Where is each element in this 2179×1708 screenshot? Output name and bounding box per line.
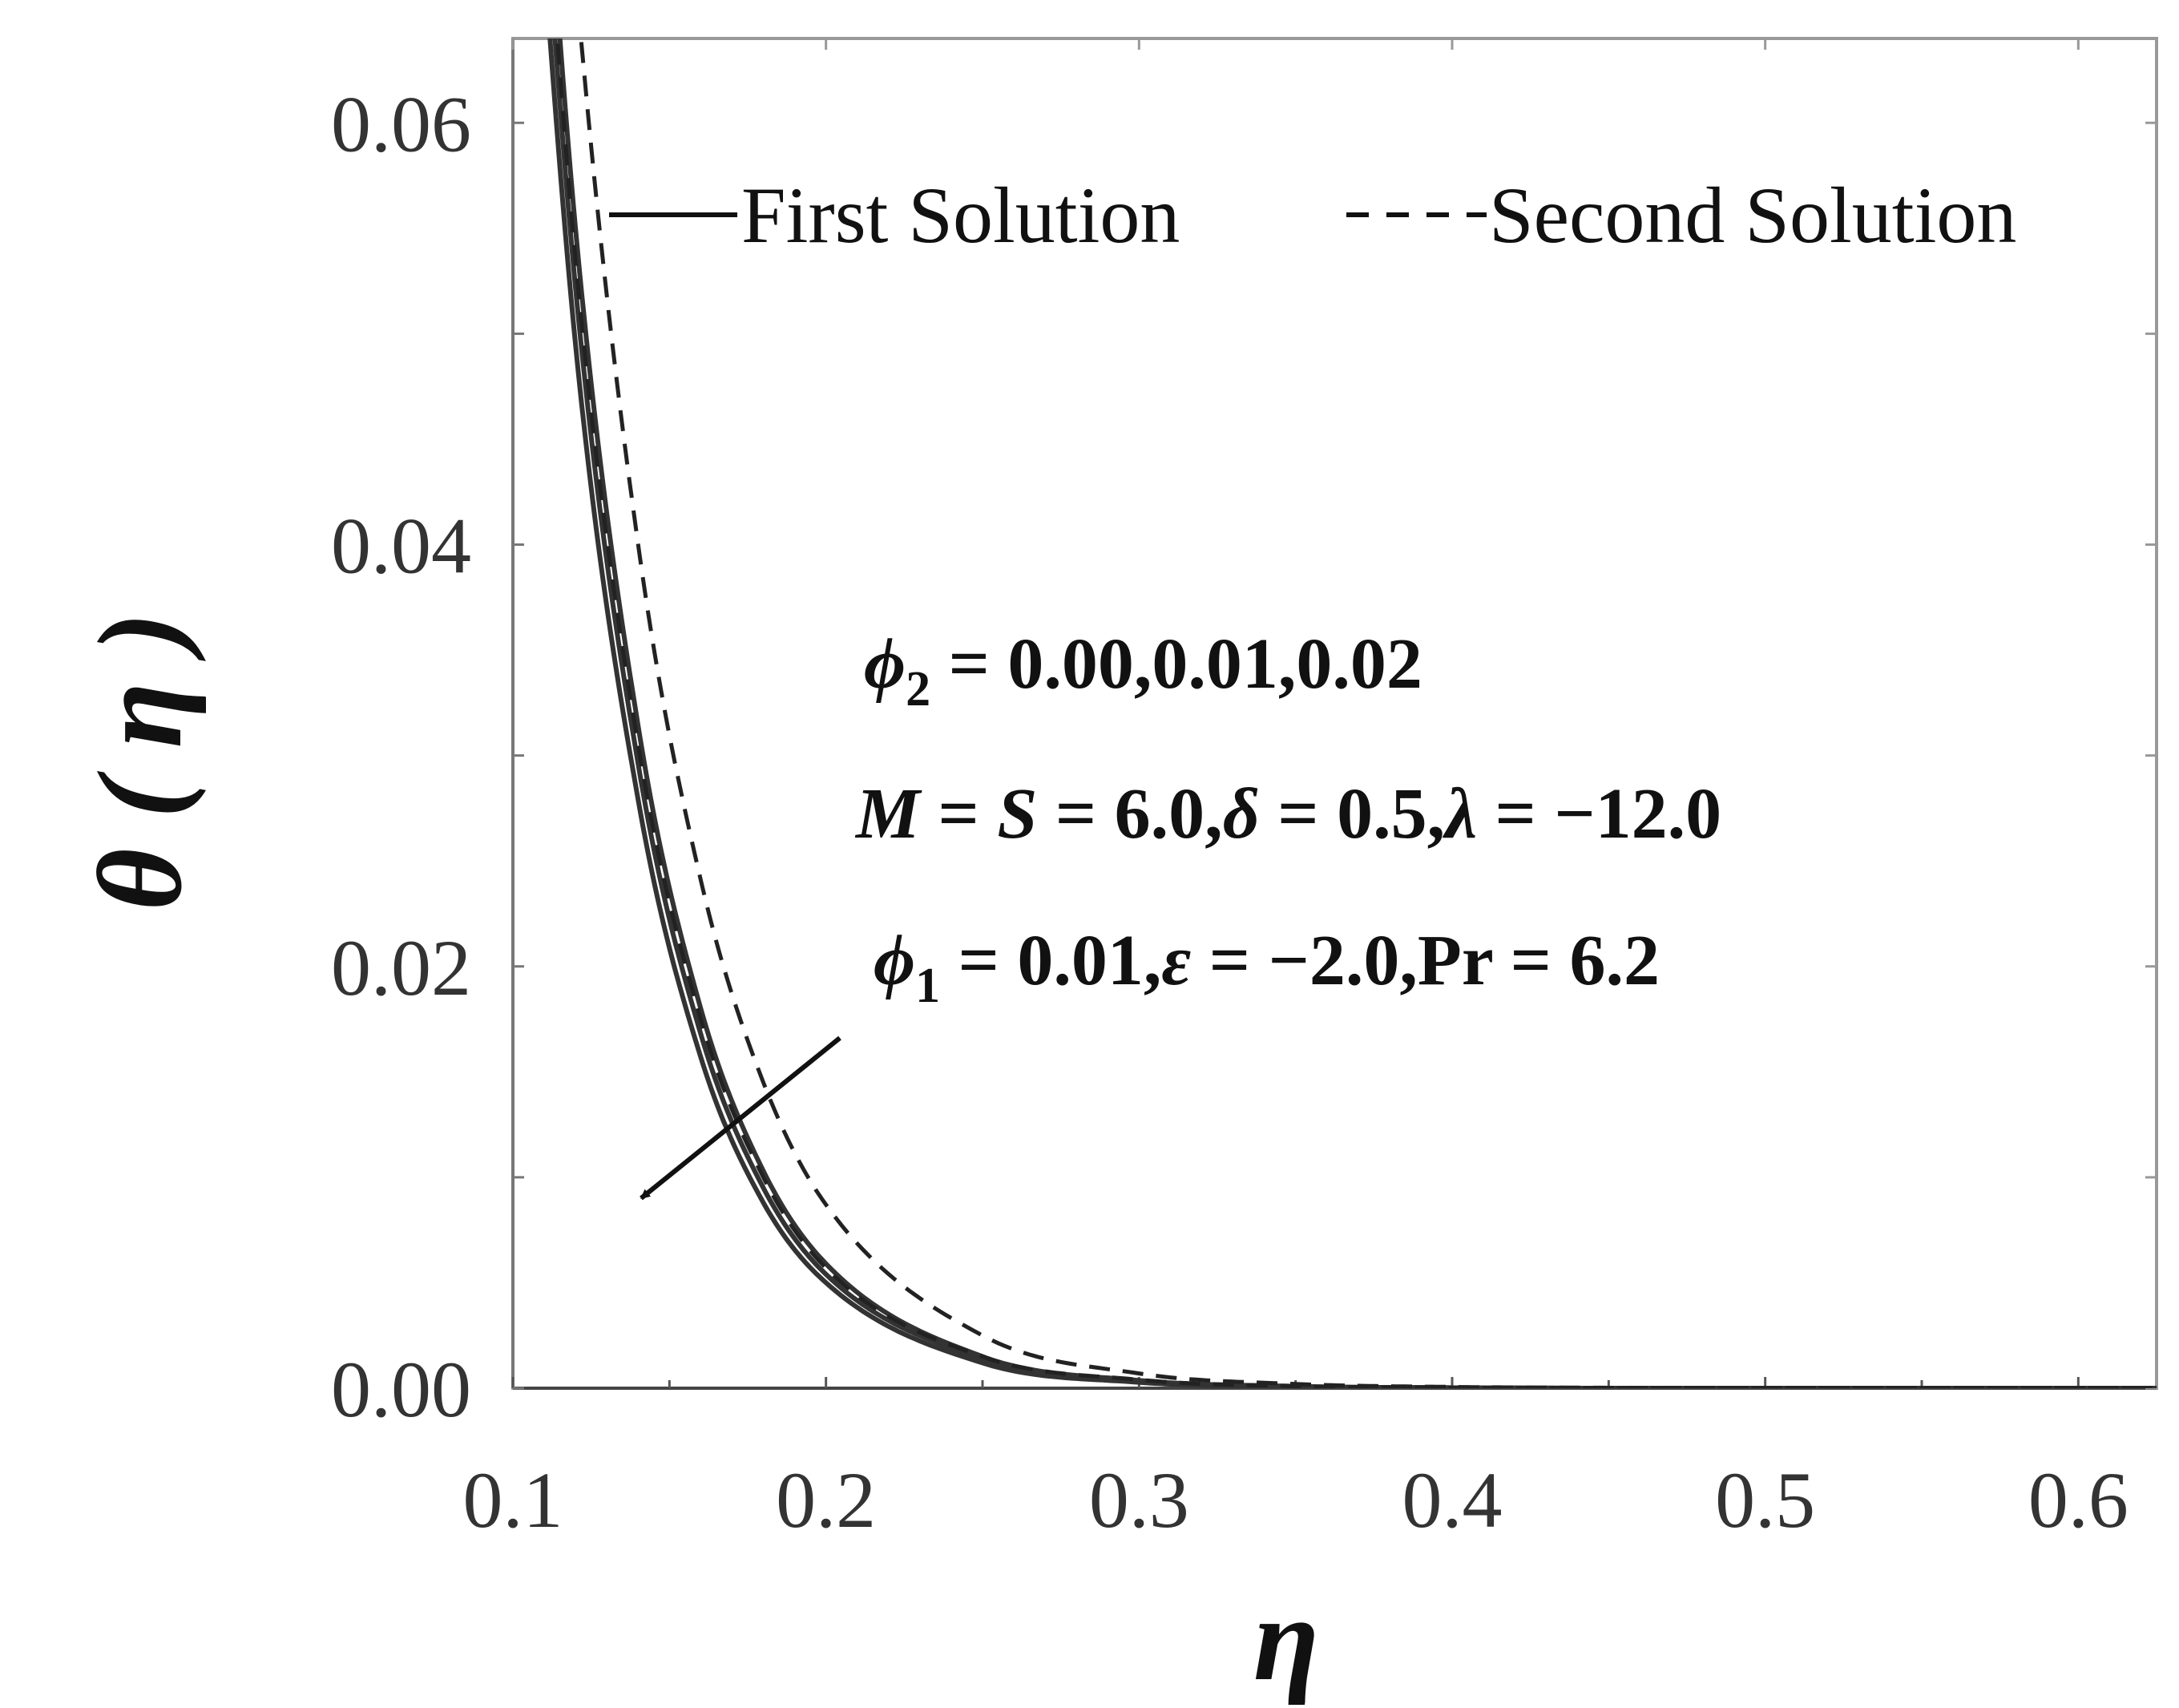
parameter-annotation: ϕ2 = 0.00,0.01,0.02 M = S = 6.0,δ = 0.5,… (640, 624, 1721, 1201)
second-solution-curve-3 (555, 38, 2157, 1388)
legend: First Solution Second Solution (609, 171, 2016, 260)
x-tick-label: 0.5 (1715, 1456, 1815, 1544)
legend-label-second-solution: Second Solution (1489, 171, 2016, 260)
y-tick-label: 0.06 (331, 79, 471, 168)
x-tick-label: 0.1 (463, 1456, 563, 1544)
tick-labels: 0.1 0.2 0.3 0.4 0.5 0.6 0.00 0.02 0.04 0.06 (331, 79, 2129, 1544)
series-layer (547, 38, 2157, 1388)
x-axis-title: η (1253, 1573, 1319, 1706)
legend-label-first-solution: First Solution (741, 171, 1180, 260)
annotation-line-1: ϕ2 = 0.00,0.01,0.02 (864, 624, 1422, 717)
y-tick-label: 0.00 (331, 1345, 471, 1434)
x-tick-label: 0.4 (1402, 1456, 1503, 1544)
annotation-line-3: ϕ1 = 0.01,ε = −2.0,Pr = 6.2 (874, 921, 1660, 1013)
y-tick-label: 0.04 (331, 502, 471, 591)
x-tick-label: 0.2 (776, 1456, 876, 1544)
annotation-line-2: M = S = 6.0,δ = 0.5,λ = −12.0 (854, 774, 1721, 854)
first-solution-curve-2 (557, 38, 2157, 1388)
y-tick-label: 0.02 (331, 923, 471, 1012)
second-solution-curve-4 (579, 38, 2157, 1388)
y-axis-title: θ ( η ) (74, 612, 207, 911)
x-tick-label: 0.6 (2028, 1456, 2129, 1544)
x-tick-label: 0.3 (1089, 1456, 1189, 1544)
trend-arrow (640, 1036, 841, 1201)
